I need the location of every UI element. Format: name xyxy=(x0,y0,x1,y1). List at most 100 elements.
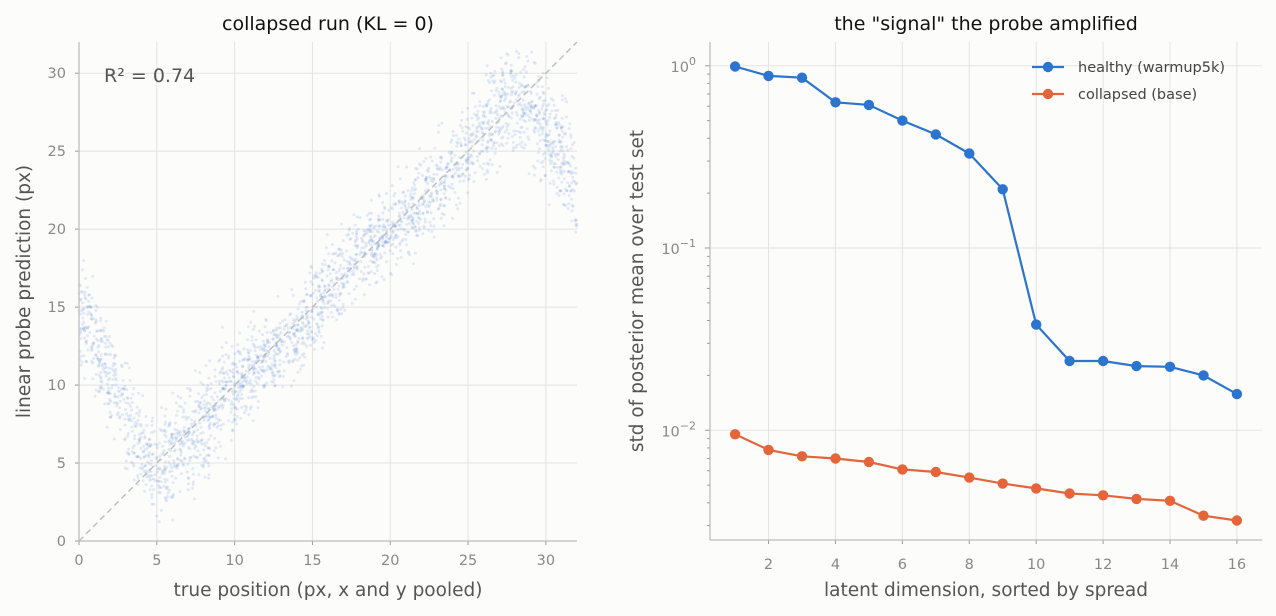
scatter-point xyxy=(208,402,212,406)
scatter-point xyxy=(527,107,531,111)
scatter-point xyxy=(145,442,148,446)
scatter-point xyxy=(277,348,281,352)
scatter-point xyxy=(543,117,547,121)
scatter-point xyxy=(238,390,242,394)
series-marker xyxy=(1164,361,1176,372)
scatter-point xyxy=(244,369,248,373)
scatter-point xyxy=(175,463,179,467)
scatter-point xyxy=(261,365,264,369)
scatter-point xyxy=(171,481,175,485)
scatter-point xyxy=(381,240,385,244)
scatter-point xyxy=(460,166,464,170)
scatter-point xyxy=(96,345,100,349)
scatter-point xyxy=(167,460,171,464)
scatter-point xyxy=(369,217,373,221)
scatter-point xyxy=(486,127,490,131)
scatter-point xyxy=(443,184,447,188)
scatter-point xyxy=(179,434,183,438)
scatter-point xyxy=(480,127,484,130)
scatter-point xyxy=(314,275,318,279)
scatter-point xyxy=(425,210,429,214)
scatter-point xyxy=(442,224,446,228)
scatter-point xyxy=(361,238,365,242)
scatter-point xyxy=(323,263,327,267)
scatter-point xyxy=(436,168,440,171)
scatter-point xyxy=(535,114,539,118)
scatter-point xyxy=(329,299,333,303)
scatter-point xyxy=(247,381,251,385)
scatter-point xyxy=(447,150,451,154)
scatter-point xyxy=(83,326,87,330)
scatter-point xyxy=(391,231,395,235)
scatter-point xyxy=(221,387,225,391)
scatter-point xyxy=(234,362,238,366)
scatter-point xyxy=(497,105,501,109)
scatter-point xyxy=(204,409,208,413)
scatter-point xyxy=(141,431,145,435)
scatter-point xyxy=(114,383,118,387)
scatter-point xyxy=(495,125,499,129)
scatter-point xyxy=(143,436,147,440)
scatter-point xyxy=(240,392,244,396)
scatter-point xyxy=(439,160,443,164)
right-chart-title: the "signal" the probe amplified xyxy=(834,13,1138,35)
scatter-point xyxy=(467,137,471,141)
scatter-point xyxy=(121,378,125,382)
scatter-point xyxy=(221,366,224,369)
scatter-point xyxy=(257,376,260,379)
scatter-point xyxy=(334,271,338,275)
scatter-point xyxy=(131,462,135,466)
scatter-point xyxy=(187,415,190,419)
scatter-point xyxy=(304,305,308,309)
scatter-point xyxy=(139,424,143,428)
scatter-point xyxy=(245,358,249,362)
scatter-point xyxy=(344,275,348,279)
scatter-point xyxy=(174,401,178,405)
scatter-point xyxy=(264,319,268,323)
scatter-point xyxy=(214,408,218,412)
scatter-point xyxy=(394,233,398,237)
scatter-point xyxy=(559,126,563,130)
scatter-point xyxy=(490,138,494,142)
scatter-point xyxy=(96,364,100,368)
scatter-point xyxy=(557,153,560,157)
scatter-point xyxy=(515,121,519,125)
scatter-point xyxy=(236,386,240,390)
scatter-point xyxy=(306,316,310,320)
scatter-point xyxy=(521,98,525,102)
y-tick-label: 25 xyxy=(48,144,66,160)
scatter-point xyxy=(292,318,296,322)
scatter-point xyxy=(544,143,548,147)
scatter-point xyxy=(399,206,403,210)
scatter-point xyxy=(518,102,522,106)
scatter-point xyxy=(301,316,305,320)
scatter-point xyxy=(424,179,428,183)
scatter-point xyxy=(421,211,425,215)
scatter-point xyxy=(519,84,523,88)
scatter-point xyxy=(497,90,501,94)
scatter-point xyxy=(451,175,455,179)
scatter-point xyxy=(541,117,545,120)
scatter-point xyxy=(509,116,513,120)
scatter-point xyxy=(528,109,532,113)
scatter-point xyxy=(303,355,307,359)
scatter-point xyxy=(200,438,204,442)
scatter-point xyxy=(153,478,157,482)
scatter-point xyxy=(464,143,468,147)
scatter-point xyxy=(421,202,425,206)
scatter-point xyxy=(205,454,209,458)
scatter-point xyxy=(386,240,390,244)
scatter-point xyxy=(540,107,544,111)
scatter-point xyxy=(446,162,450,166)
scatter-point xyxy=(494,104,498,108)
scatter-point xyxy=(346,280,350,284)
scatter-point xyxy=(541,71,545,75)
scatter-point xyxy=(410,225,414,229)
scatter-point xyxy=(107,388,111,392)
scatter-point xyxy=(466,157,470,160)
scatter-point xyxy=(305,323,309,327)
scatter-point xyxy=(134,425,138,429)
scatter-point xyxy=(560,170,564,174)
scatter-point xyxy=(569,147,573,151)
scatter-point xyxy=(192,431,195,435)
